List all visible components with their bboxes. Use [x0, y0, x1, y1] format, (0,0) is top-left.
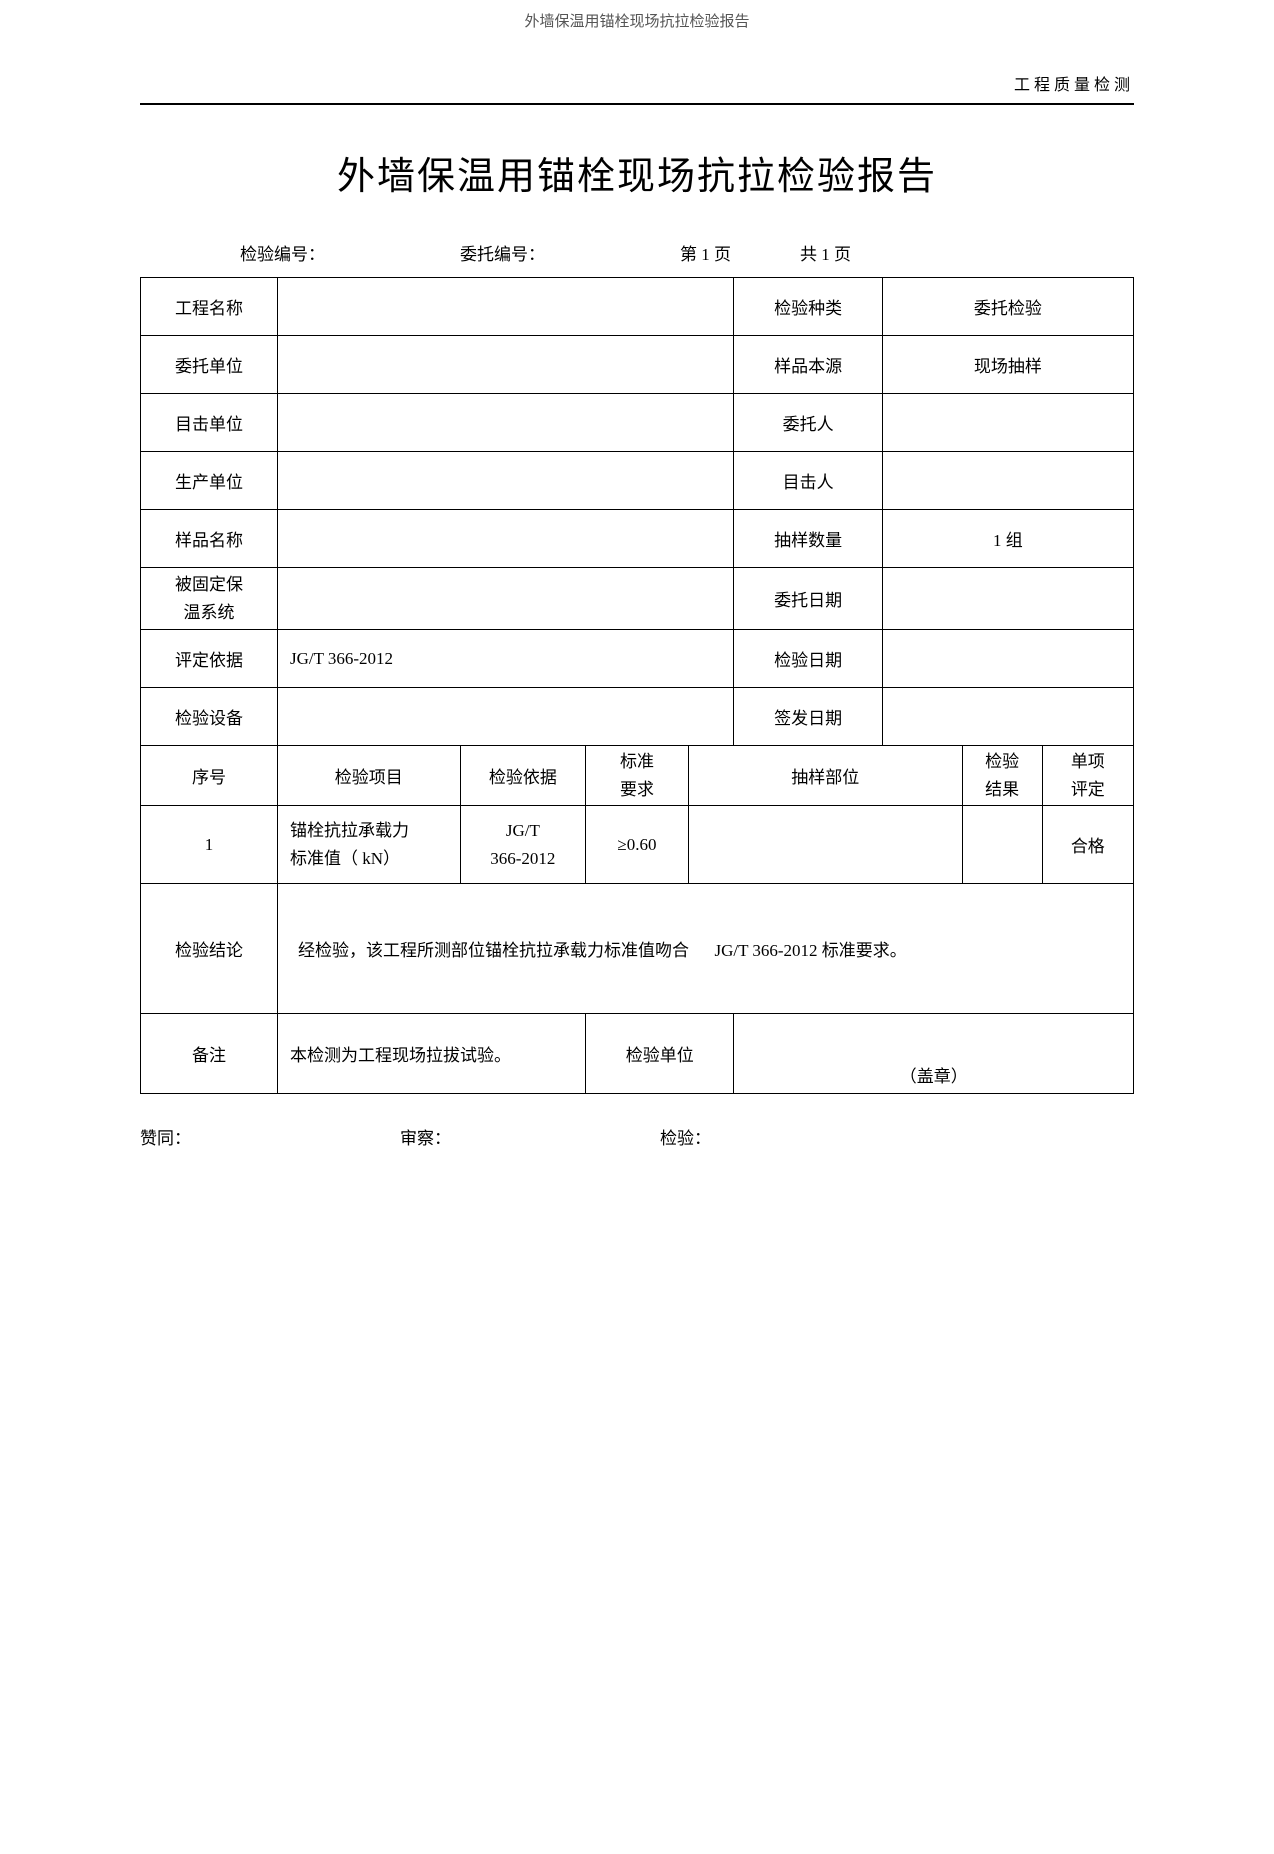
data-item: 锚栓抗拉承载力 标准值（ kN） — [277, 806, 460, 884]
page-current-label: 第 1 页 — [680, 240, 800, 265]
sample-source-label: 样品本源 — [734, 336, 882, 394]
entrust-unit-label: 委托单位 — [141, 336, 278, 394]
entrust-no-label: 委托编号： — [460, 240, 680, 265]
footer-row: 赞同： 审察： 检验： — [140, 1124, 1134, 1149]
fixed-system-label: 被固定保 温系统 — [141, 568, 278, 630]
page-header-small: 外墙保温用锚栓现场抗拉检验报告 — [140, 10, 1134, 31]
inspection-no-label: 检验编号： — [240, 240, 460, 265]
seal-cell: （盖章） — [734, 1014, 1134, 1094]
meta-row: 检验编号： 委托编号： 第 1 页 共 1 页 — [140, 240, 1134, 265]
sample-name-label: 样品名称 — [141, 510, 278, 568]
col-item: 检验项目 — [277, 746, 460, 806]
divider-line — [140, 103, 1134, 105]
entrust-person-label: 委托人 — [734, 394, 882, 452]
sample-source-value: 现场抽样 — [882, 336, 1133, 394]
fixed-system-value — [277, 568, 734, 630]
report-table: 工程名称 检验种类 委托检验 委托单位 样品本源 现场抽样 目击单位 委托人 生… — [140, 277, 1134, 1094]
project-name-value — [277, 278, 734, 336]
inspection-type-value: 委托检验 — [882, 278, 1133, 336]
inspection-type-label: 检验种类 — [734, 278, 882, 336]
insp-unit-label: 检验单位 — [586, 1014, 734, 1094]
data-seq: 1 — [141, 806, 278, 884]
conclusion-label: 检验结论 — [141, 884, 278, 1014]
review-label: 审察： — [400, 1124, 660, 1149]
sample-qty-value: 1 组 — [882, 510, 1133, 568]
sample-name-value — [277, 510, 734, 568]
eval-basis-value: JG/T 366-2012 — [277, 630, 734, 688]
page: 外墙保温用锚栓现场抗拉检验报告 工程质量检测 外墙保温用锚栓现场抗拉检验报告 检… — [0, 0, 1274, 1209]
issue-date-value — [882, 688, 1133, 746]
main-title: 外墙保温用锚栓现场抗拉检验报告 — [140, 145, 1134, 200]
col-seq: 序号 — [141, 746, 278, 806]
project-name-label: 工程名称 — [141, 278, 278, 336]
entrust-person-value — [882, 394, 1133, 452]
witness-person-value — [882, 452, 1133, 510]
equip-label: 检验设备 — [141, 688, 278, 746]
sample-qty-label: 抽样数量 — [734, 510, 882, 568]
prod-unit-label: 生产单位 — [141, 452, 278, 510]
top-right-label: 工程质量检测 — [140, 71, 1134, 95]
witness-unit-label: 目击单位 — [141, 394, 278, 452]
insp-date-label: 检验日期 — [734, 630, 882, 688]
data-std-req: ≥0.60 — [586, 806, 689, 884]
witness-person-label: 目击人 — [734, 452, 882, 510]
conclusion-text: 经检验，该工程所测部位锚栓抗拉承载力标准值吻合 JG/T 366-2012 标准… — [277, 884, 1133, 1014]
approve-label: 赞同： — [140, 1124, 400, 1149]
equip-value — [277, 688, 734, 746]
entrust-unit-value — [277, 336, 734, 394]
inspect-label: 检验： — [660, 1124, 920, 1149]
data-sample-pos — [688, 806, 962, 884]
entrust-date-value — [882, 568, 1133, 630]
eval-basis-label: 评定依据 — [141, 630, 278, 688]
col-sample-pos: 抽样部位 — [688, 746, 962, 806]
data-basis: JG/T 366-2012 — [460, 806, 586, 884]
data-eval: 合格 — [1042, 806, 1133, 884]
issue-date-label: 签发日期 — [734, 688, 882, 746]
entrust-date-label: 委托日期 — [734, 568, 882, 630]
witness-unit-value — [277, 394, 734, 452]
col-basis: 检验依据 — [460, 746, 586, 806]
data-result — [962, 806, 1042, 884]
prod-unit-value — [277, 452, 734, 510]
col-result: 检验 结果 — [962, 746, 1042, 806]
remark-label: 备注 — [141, 1014, 278, 1094]
col-std-req: 标准 要求 — [586, 746, 689, 806]
remark-text: 本检测为工程现场拉拔试验。 — [277, 1014, 585, 1094]
insp-date-value — [882, 630, 1133, 688]
page-total-label: 共 1 页 — [800, 240, 920, 265]
col-eval: 单项 评定 — [1042, 746, 1133, 806]
